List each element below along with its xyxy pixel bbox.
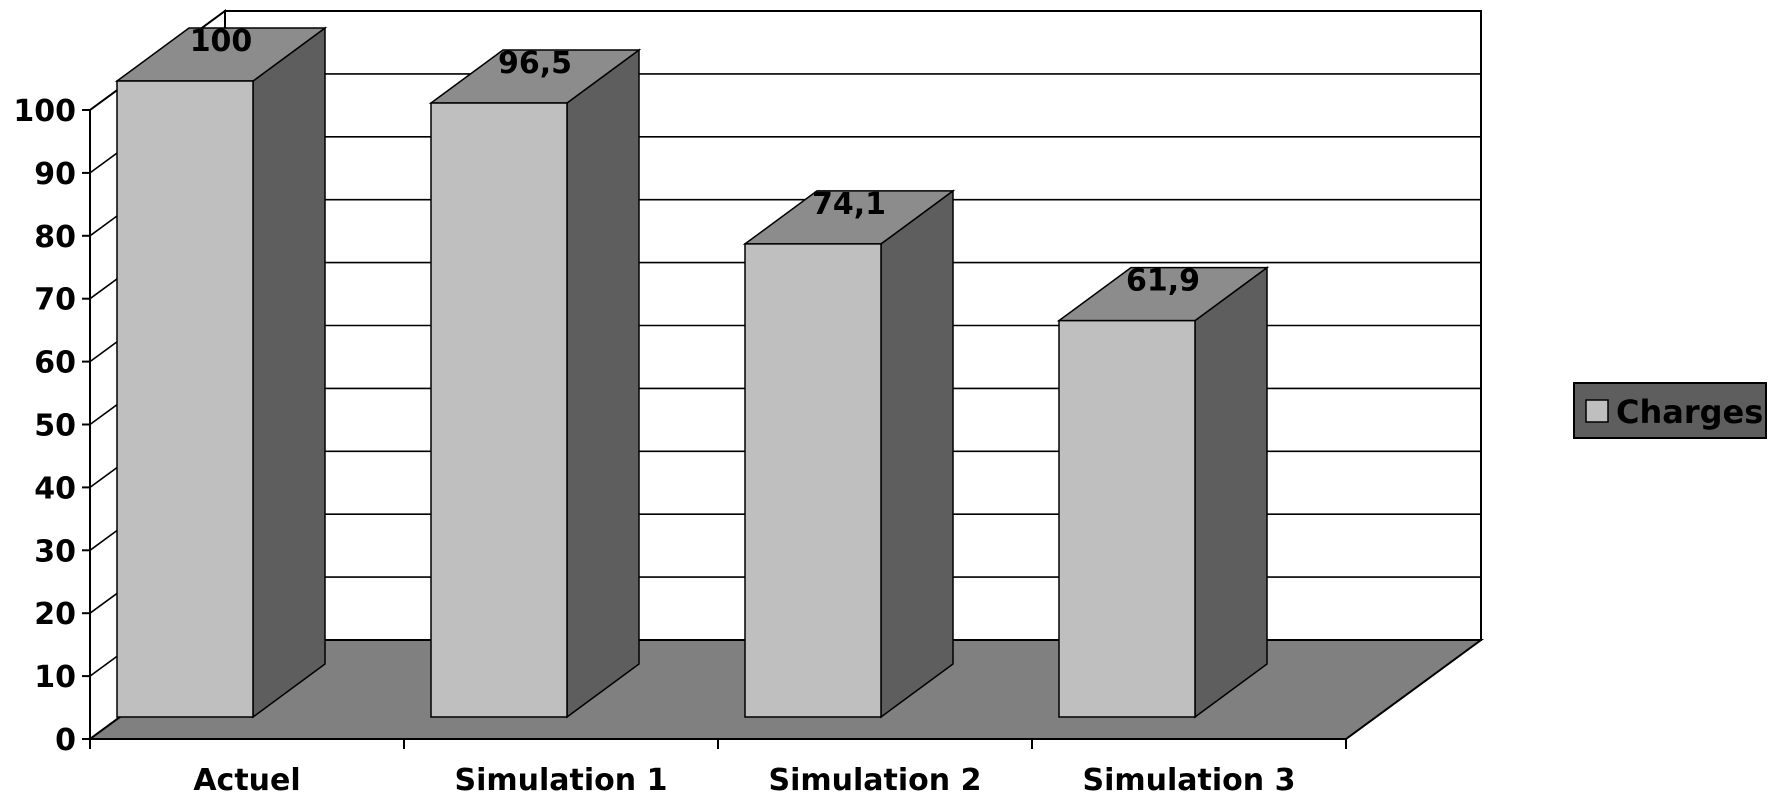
y-axis-ticks: 0 10 20 30 40 50 60 70 80 90 100 [13,94,90,758]
bar [1058,319,1196,718]
bar-side [252,26,326,719]
x-tick-label: Actuel [193,763,300,798]
x-tick-label: Simulation 1 [455,763,668,798]
y-tick-label: 70 [34,283,76,318]
bar [744,243,882,718]
x-axis-ticks: Actuel Simulation 1 Simulation 2 Simulation… [89,739,1347,798]
data-label: 96,5 [498,46,572,81]
legend-label: Charges [1616,393,1763,431]
y-tick-label: 80 [34,220,76,255]
bar-side [566,48,640,719]
data-label: 61,9 [1126,264,1200,299]
y-tick-label: 30 [34,534,76,569]
bar [430,102,568,718]
y-tick-label: 50 [34,409,76,444]
x-tick-label: Simulation 3 [1083,763,1296,798]
y-tick-label: 60 [34,346,76,381]
data-label: 74,1 [812,187,886,222]
bar [116,80,254,718]
y-tick-label: 100 [13,94,76,129]
y-tick-label: 90 [34,157,76,192]
y-tick-label: 10 [34,660,76,695]
bar-side [880,189,954,719]
x-tick-label: Simulation 2 [769,763,982,798]
y-tick-label: 0 [55,723,76,758]
y-tick-label: 40 [34,471,76,506]
y-tick-label: 20 [34,597,76,632]
data-label: 100 [190,24,253,59]
bars: 100 96,5 74,1 61,9 [114,24,1270,719]
legend-swatch [1585,399,1609,423]
bar-side [1194,266,1268,719]
legend: Charges [1573,382,1767,439]
